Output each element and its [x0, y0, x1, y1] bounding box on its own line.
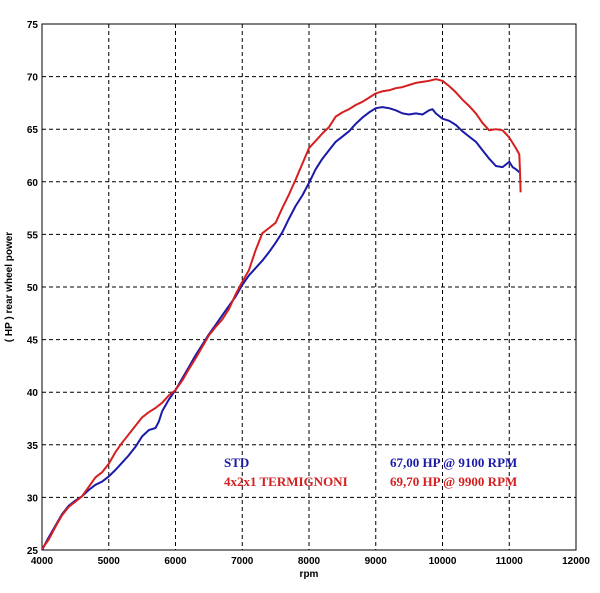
y-tick-label: 55 [27, 230, 39, 241]
x-tick-label: 8000 [298, 556, 321, 567]
x-tick-label: 7000 [231, 556, 254, 567]
legend-series-std-name: STD [224, 455, 249, 470]
x-tick-label: 6000 [164, 556, 187, 567]
legend-series-termignoni-name: 4x2x1 TERMIGNONI [224, 474, 348, 489]
series-line-std [41, 106, 520, 551]
y-tick-label: 60 [27, 178, 39, 189]
y-axis-label: ( HP ) rear wheel power [4, 232, 15, 343]
x-axis-ticks: 4000 5000 6000 7000 8000 9000 10000 11000 12000 [31, 556, 590, 567]
grid [42, 24, 576, 550]
series-line-termignoni [41, 78, 522, 550]
y-tick-label: 70 [27, 73, 39, 84]
y-tick-label: 30 [27, 493, 39, 504]
y-tick-label: 65 [27, 125, 39, 136]
x-tick-label: 5000 [98, 556, 121, 567]
y-axis-ticks: 25 30 35 40 45 50 55 60 65 70 75 [27, 20, 39, 557]
y-tick-label: 45 [27, 336, 39, 347]
y-tick-label: 25 [27, 546, 39, 557]
x-tick-label: 4000 [31, 556, 54, 567]
x-axis-label: rpm [300, 569, 319, 580]
legend: STD 67,00 HP @ 9100 RPM 4x2x1 TERMIGNONI… [224, 455, 517, 489]
y-tick-label: 75 [27, 20, 39, 31]
x-tick-label: 10000 [429, 556, 457, 567]
y-tick-label: 35 [27, 441, 39, 452]
y-tick-label: 40 [27, 388, 39, 399]
y-tick-label: 50 [27, 283, 39, 294]
x-tick-label: 12000 [562, 556, 590, 567]
x-tick-label: 9000 [365, 556, 388, 567]
x-tick-label: 11000 [496, 556, 524, 567]
legend-series-std-summary: 67,00 HP @ 9100 RPM [390, 455, 517, 470]
legend-series-termignoni-summary: 69,70 HP @ 9900 RPM [390, 474, 517, 489]
series-lines [41, 78, 522, 551]
plot-frame [41, 23, 577, 551]
